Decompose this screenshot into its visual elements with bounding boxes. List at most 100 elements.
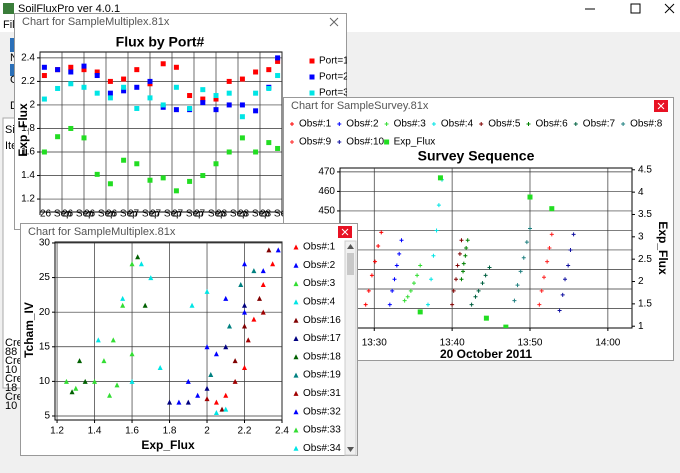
legend-label[interactable]: Obs#:16 <box>303 315 341 326</box>
data-point <box>239 114 245 120</box>
legend-label[interactable]: Port=3 <box>319 88 349 99</box>
legend-label[interactable]: Obs#:9 <box>299 137 332 148</box>
data-point <box>275 58 281 64</box>
data-point <box>238 281 244 287</box>
legend-label[interactable]: Obs#:1 <box>303 242 336 253</box>
y-tick-label: 20 <box>39 307 51 318</box>
data-point <box>397 251 402 256</box>
data-point <box>63 378 69 384</box>
legend-marker <box>290 122 294 126</box>
legend-label[interactable]: Port=1 <box>319 56 349 67</box>
data-point <box>242 261 248 267</box>
legend-label[interactable]: Obs#:2 <box>346 119 379 130</box>
data-point <box>379 230 384 235</box>
y2-tick-label: 1.5 <box>638 299 652 310</box>
data-point <box>275 55 281 61</box>
data-point <box>68 81 74 87</box>
legend-label[interactable]: Exp_Flux <box>394 137 436 148</box>
y-axis-label: Tcham_IV <box>22 302 36 358</box>
data-point <box>436 203 441 208</box>
data-point <box>547 246 552 250</box>
legend-label[interactable]: Obs#:7 <box>583 119 616 130</box>
legend-label[interactable]: Obs#:1 <box>299 119 332 130</box>
data-point <box>251 316 257 322</box>
legend-label[interactable]: Obs#:31 <box>303 388 341 399</box>
data-point <box>451 288 456 293</box>
legend-marker <box>337 140 342 144</box>
x-tick-label: 13:30 <box>362 338 387 349</box>
legend-marker <box>526 122 531 126</box>
legend-label[interactable]: Obs#:18 <box>303 351 341 362</box>
data-point <box>107 95 113 101</box>
legend-label[interactable]: Obs#:6 <box>536 119 569 130</box>
data-point <box>173 64 179 70</box>
data-point <box>503 324 509 328</box>
data-point <box>107 78 113 84</box>
y-tick-label: 450 <box>318 206 335 217</box>
data-point <box>73 385 79 391</box>
plot-points <box>363 175 576 328</box>
scroll-up[interactable] <box>347 244 354 249</box>
plot-area <box>54 241 283 421</box>
y-axis-label: Exp_Flux <box>16 103 30 157</box>
x-tick-label: 26 Sep <box>84 209 116 220</box>
data-point <box>455 263 460 268</box>
data-point <box>185 378 191 384</box>
legend-marker <box>309 58 315 64</box>
data-point <box>408 288 413 293</box>
legend-label[interactable]: Obs#:19 <box>303 370 341 381</box>
legend-label[interactable]: Obs#:33 <box>303 425 341 436</box>
data-point <box>121 84 127 90</box>
close-button[interactable] <box>664 3 675 14</box>
legend-label[interactable]: Obs#:3 <box>303 278 336 289</box>
data-point <box>167 399 173 405</box>
legend-label[interactable]: Obs#:5 <box>488 119 521 130</box>
data-point <box>107 392 113 398</box>
data-point <box>418 263 423 268</box>
legend-label[interactable]: Obs#:17 <box>303 333 341 344</box>
data-point <box>260 281 266 287</box>
legend-label[interactable]: Obs#:8 <box>630 119 663 130</box>
legend-label[interactable]: Obs#:34 <box>303 443 341 454</box>
legend-label[interactable]: Obs#:4 <box>441 119 474 130</box>
data-point <box>129 261 135 267</box>
data-point <box>41 96 47 102</box>
scroll-down[interactable] <box>347 447 354 452</box>
data-point <box>251 268 257 274</box>
y2-tick-label: 4 <box>638 187 644 198</box>
data-point <box>463 253 468 258</box>
legend-label[interactable]: Obs#:4 <box>303 297 336 308</box>
scrollbar[interactable] <box>344 240 357 456</box>
legend-marker <box>290 140 294 144</box>
legend-label[interactable]: Obs#:10 <box>346 137 384 148</box>
data-point <box>107 181 113 187</box>
data-point <box>204 396 210 402</box>
window-close-button[interactable] <box>329 17 339 27</box>
legend-marker <box>621 122 626 126</box>
data-point <box>187 105 193 111</box>
legend-label[interactable]: Port=2 <box>319 72 349 83</box>
data-point <box>147 78 153 84</box>
x-tick-label: 27 Sep <box>150 209 182 220</box>
legend-marker <box>337 122 342 126</box>
data-point <box>429 277 434 282</box>
data-point <box>121 76 127 82</box>
legend-label[interactable]: Obs#:3 <box>394 119 427 130</box>
side-label: 10 <box>5 400 17 412</box>
y-tick-label: 1.4 <box>21 170 35 181</box>
scrollbar-thumb[interactable] <box>347 253 354 275</box>
maximize-button[interactable] <box>630 3 641 14</box>
legend-marker <box>293 336 299 341</box>
data-point <box>94 73 100 79</box>
data-point <box>459 277 464 282</box>
legend-label[interactable]: Obs#:32 <box>303 406 341 417</box>
data-point <box>227 323 233 329</box>
x-axis-label: Exp_Flux <box>141 438 195 452</box>
data-point <box>95 337 101 343</box>
x-tick-label: 1.4 <box>88 426 102 437</box>
data-point <box>545 259 550 264</box>
data-point <box>450 302 455 307</box>
data-point <box>461 269 466 274</box>
legend-label[interactable]: Obs#:2 <box>303 260 336 271</box>
legend-marker <box>293 281 299 287</box>
